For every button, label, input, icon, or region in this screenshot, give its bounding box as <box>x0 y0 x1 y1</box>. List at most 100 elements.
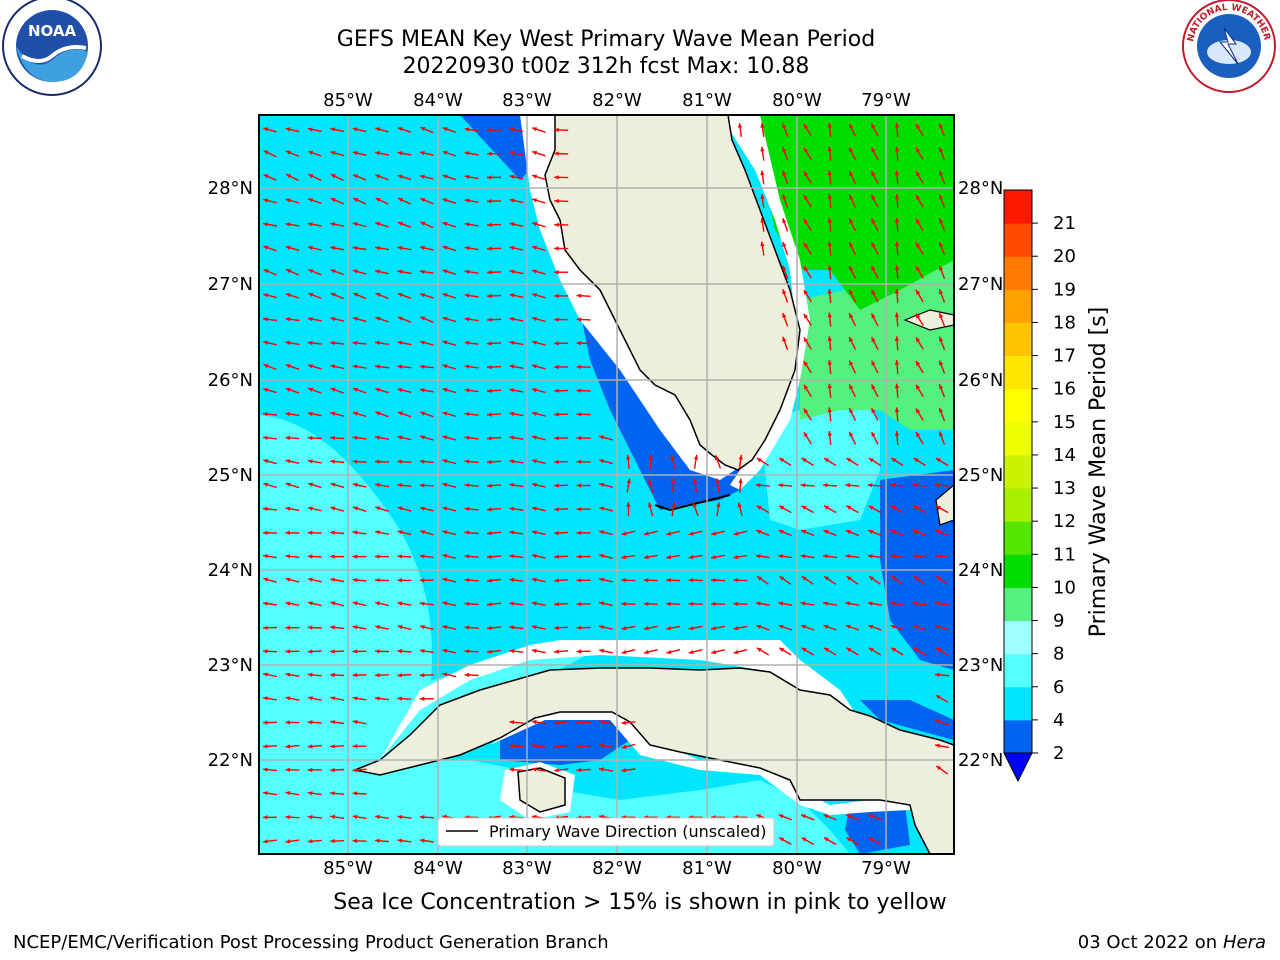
wave-arrow-head <box>756 814 762 819</box>
wave-arrow-head <box>263 150 269 155</box>
wave-arrow-head <box>308 174 314 179</box>
wave-arrow-head <box>308 269 314 274</box>
wave-arrow-head <box>285 577 291 582</box>
chart-title: GEFS MEAN Key West Primary Wave Mean Per… <box>336 27 876 52</box>
wave-arrow-head <box>871 266 876 271</box>
wave-arrow-head <box>330 150 336 156</box>
colorbar-tick-label: 4 <box>1053 710 1064 731</box>
wave-arrow-head <box>375 340 380 346</box>
wave-arrow-head <box>509 530 515 535</box>
wave-arrow-head <box>285 387 291 392</box>
wave-arrow-head <box>671 478 676 484</box>
wave-arrow-head <box>420 174 425 179</box>
wave-arrow-head <box>827 407 832 413</box>
wave-arrow-head <box>442 601 448 606</box>
wave-arrow-head <box>263 222 268 227</box>
wave-arrow-head <box>464 625 470 630</box>
wave-arrow-head <box>916 384 921 390</box>
wave-arrow-head <box>487 270 492 275</box>
colorbar-frame <box>1003 189 1033 754</box>
wave-arrow-head <box>509 767 515 772</box>
wave-arrow-head <box>532 245 537 250</box>
wave-arrow-head <box>375 364 380 369</box>
wave-arrow-head <box>307 435 313 441</box>
wave-arrow-head <box>599 719 604 725</box>
wave-arrow-head <box>532 150 538 155</box>
wave-arrow-head <box>308 198 314 203</box>
wave-arrow-head <box>352 411 358 416</box>
wave-arrow-head <box>487 507 492 512</box>
wave-arrow-head <box>464 174 470 180</box>
wave-arrow-head <box>487 246 492 251</box>
wave-arrow-head <box>509 293 515 298</box>
wave-arrow-head <box>824 458 829 463</box>
wave-arrow-head <box>936 576 942 581</box>
wave-arrow-head <box>824 647 829 652</box>
wave-arrow-head <box>330 245 336 251</box>
wave-arrow-head <box>285 554 291 559</box>
wave-arrow-head <box>286 269 291 274</box>
wave-arrow-head <box>554 341 559 346</box>
wave-arrow-head <box>285 839 291 844</box>
lon-label-bottom: 81°W <box>682 858 732 879</box>
chart-subtitle: 20220930 t00z 312h fcst Max: 10.88 <box>402 54 810 79</box>
wave-arrow-head <box>867 554 873 559</box>
wave-arrow-head <box>801 837 807 842</box>
wave-arrow-head <box>487 388 492 393</box>
wave-arrow-head <box>935 601 940 606</box>
wave-arrow-head <box>782 194 787 200</box>
wave-arrow-head <box>263 767 268 772</box>
wave-arrow-head <box>307 791 313 796</box>
wave-arrow-head <box>375 482 380 488</box>
nws-logo-text: NATIONAL WEATHER SERVICE <box>0 0 1272 44</box>
wave-arrow-head <box>487 436 492 441</box>
wave-arrow-head <box>419 269 425 274</box>
wave-arrow-head <box>935 505 941 510</box>
wave-arrow-head <box>307 317 313 322</box>
wave-arrow-head <box>263 364 269 369</box>
wave-arrow-head <box>330 577 336 582</box>
wave-arrow-head <box>352 838 358 844</box>
wave-arrow-head <box>442 269 448 274</box>
wave-arrow-head <box>554 578 559 583</box>
colorbar-tick-label: 10 <box>1053 577 1076 598</box>
wave-arrow-head <box>782 289 787 295</box>
wave-arrow-head <box>738 478 743 484</box>
wave-arrow-head <box>307 672 313 677</box>
wave-arrow-head <box>352 601 358 606</box>
lon-label-top: 82°W <box>592 90 642 111</box>
wave-arrow-head <box>599 553 605 559</box>
wave-arrow-head <box>442 293 448 298</box>
wave-arrow-head <box>554 412 559 417</box>
wave-arrow-head <box>531 577 537 582</box>
wave-arrow-head <box>419 673 425 678</box>
wave-arrow-head <box>916 124 921 129</box>
wave-arrow-head <box>894 407 900 413</box>
lon-label-bottom: 79°W <box>861 858 911 879</box>
wave-arrow-head <box>554 127 559 133</box>
wave-arrow-head <box>419 815 425 820</box>
footer-host: Hera <box>1222 932 1266 953</box>
wave-arrow-head <box>871 360 876 366</box>
wave-arrow-head <box>868 624 874 629</box>
wave-arrow-head <box>285 482 291 487</box>
wave-arrow-head <box>532 316 537 321</box>
wave-arrow-head <box>330 672 335 678</box>
wave-arrow-head <box>464 364 470 369</box>
wave-arrow-head <box>554 246 559 251</box>
wave-arrow-head <box>353 292 359 297</box>
wave-arrow-head <box>760 217 765 223</box>
wave-arrow-head <box>330 269 336 274</box>
wave-arrow-head <box>554 602 559 607</box>
wave-arrow-head <box>760 170 765 176</box>
wave-arrow-head <box>715 478 720 484</box>
wave-arrow-head <box>554 270 559 275</box>
wave-arrow-head <box>307 411 313 417</box>
wave-arrow-head <box>464 435 470 440</box>
wave-arrow-head <box>397 388 403 393</box>
wave-arrow-head <box>464 127 470 132</box>
wave-arrow-head <box>308 387 314 392</box>
wave-arrow-head <box>803 147 809 153</box>
wave-arrow-head <box>420 625 425 630</box>
colorbar-segment <box>1004 719 1032 754</box>
